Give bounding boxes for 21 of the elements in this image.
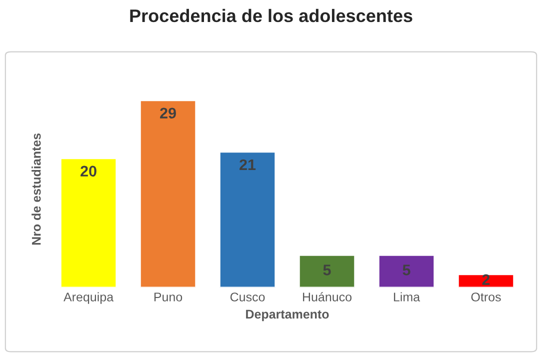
- bar: [218, 151, 276, 288]
- x-tick-label: Lima: [394, 292, 420, 302]
- bar: [457, 274, 515, 288]
- y-axis-title: Nro de estudiantes: [32, 133, 41, 245]
- bar: [60, 158, 118, 288]
- x-axis-title: Departamento: [246, 310, 329, 322]
- x-tick-label: Arequipa: [64, 292, 114, 304]
- data-label: 20: [80, 166, 96, 177]
- bar: [140, 100, 197, 288]
- x-tick-label: Otros: [471, 292, 501, 302]
- data-label: 5: [402, 264, 410, 276]
- data-label: 5: [323, 264, 331, 276]
- bar: [378, 254, 436, 288]
- data-label: 21: [240, 159, 256, 170]
- chart-title: Procedencia de los adolescentes: [130, 8, 412, 22]
- x-tick-label: Huánuco: [303, 292, 352, 302]
- data-label: 29: [160, 108, 176, 119]
- data-label: 2: [482, 274, 490, 285]
- bar: [298, 254, 356, 288]
- x-tick-label: Puno: [154, 292, 182, 302]
- x-tick-label: Cusco: [230, 292, 265, 302]
